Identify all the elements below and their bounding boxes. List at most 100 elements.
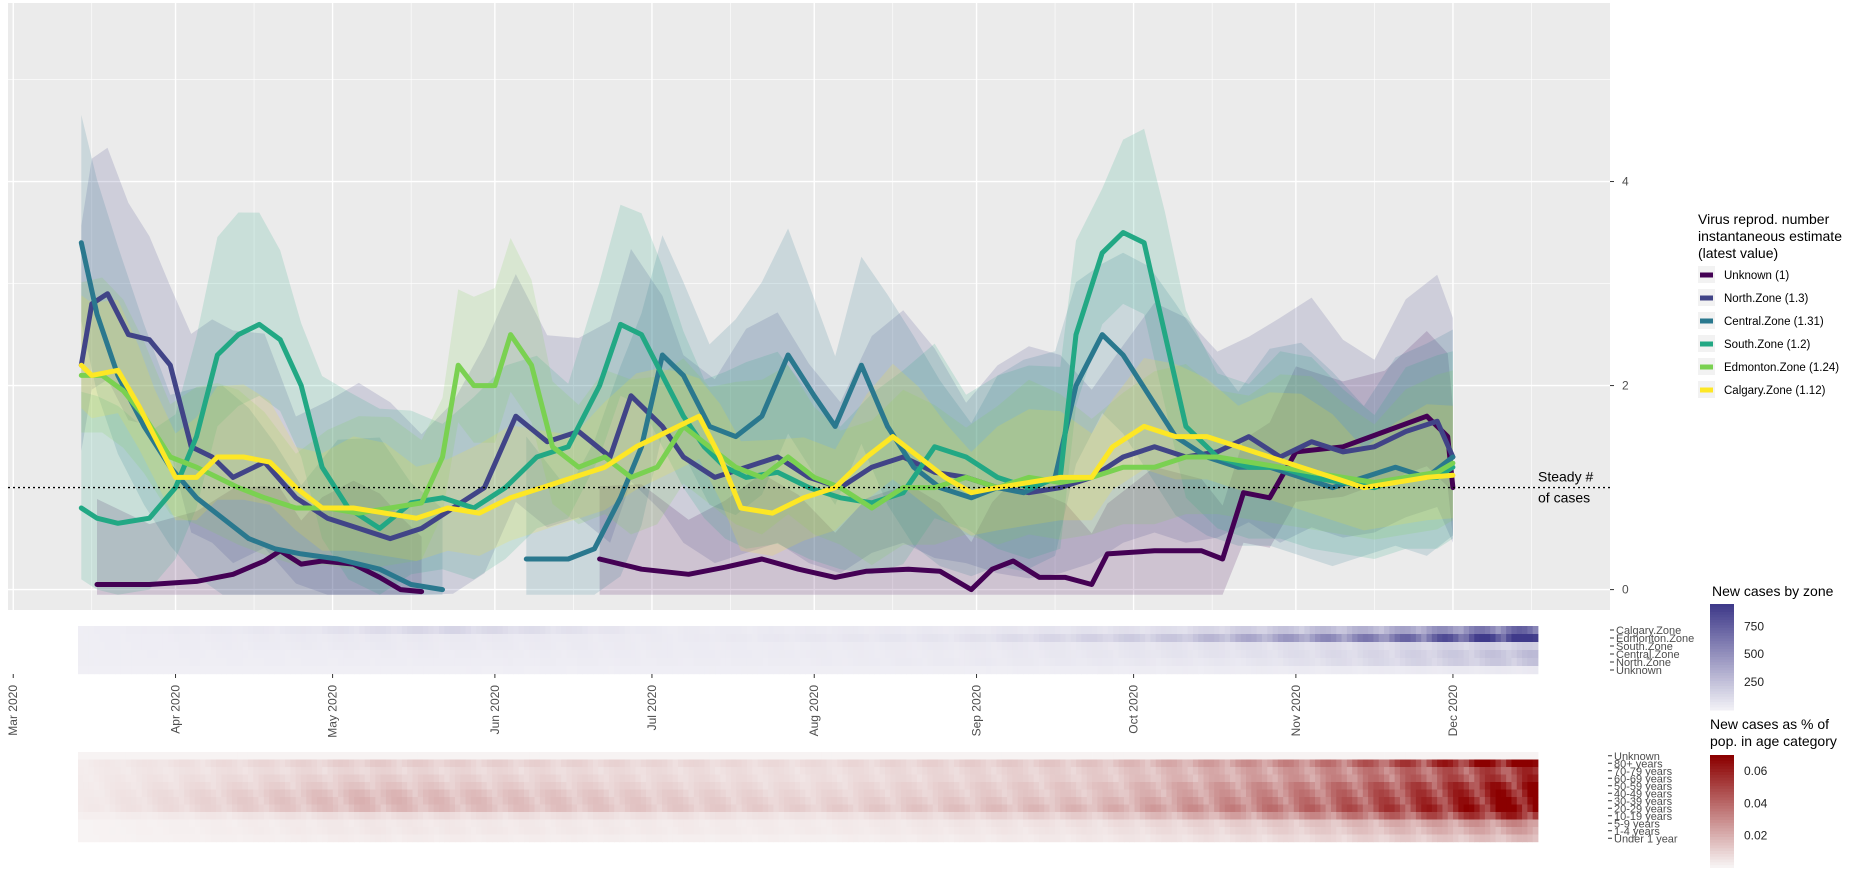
heat-cell <box>322 805 328 813</box>
heat-cell <box>78 767 84 775</box>
heat-cell <box>827 805 833 813</box>
heat-cell <box>874 820 880 828</box>
heat-cell <box>508 775 514 783</box>
heat-cell <box>1368 626 1374 634</box>
heat-cell <box>1135 642 1141 650</box>
heat-cell <box>184 805 190 813</box>
heat-cell <box>593 666 599 674</box>
heat-cell <box>1230 642 1236 650</box>
heat-cell <box>381 820 387 828</box>
heat-cell <box>370 658 376 666</box>
heat-cell <box>800 658 806 666</box>
heat-cell <box>126 812 132 820</box>
heat-cell <box>1225 760 1231 768</box>
heat-cell <box>1326 775 1332 783</box>
heat-cell <box>874 666 880 674</box>
heat-cell <box>545 752 551 760</box>
heat-cell <box>535 775 541 783</box>
heat-cell <box>1517 666 1523 674</box>
heat-cell <box>535 634 541 642</box>
heat-cell <box>943 752 949 760</box>
heat-cell <box>1103 642 1109 650</box>
heat-cell <box>343 782 349 790</box>
heat-cell <box>375 820 381 828</box>
heat-cell <box>1379 805 1385 813</box>
heat-cell <box>768 797 774 805</box>
heat-cell <box>1331 760 1337 768</box>
heat-cell <box>450 782 456 790</box>
heat-cell <box>1315 666 1321 674</box>
heat-cell <box>651 752 657 760</box>
heat-cell <box>811 634 817 642</box>
heat-cell <box>975 626 981 634</box>
heat-cell <box>816 666 822 674</box>
heat-cell <box>120 820 126 828</box>
heat-cell <box>269 658 275 666</box>
heat-cell <box>1214 827 1220 835</box>
heat-cell <box>996 626 1002 634</box>
heat-cell <box>588 650 594 658</box>
heat-cell <box>715 626 721 634</box>
heat-cell <box>174 835 180 843</box>
heat-cell <box>200 782 206 790</box>
heat-cell <box>1405 752 1411 760</box>
heat-cell <box>1469 820 1475 828</box>
heat-cell <box>731 767 737 775</box>
legend-title-line1: Virus reprod. number <box>1698 211 1830 227</box>
heat-cell <box>1389 820 1395 828</box>
heat-cell <box>264 767 270 775</box>
heat-cell <box>1320 658 1326 666</box>
heat-cell <box>450 650 456 658</box>
heat-cell <box>1363 790 1369 798</box>
heat-cell <box>1097 782 1103 790</box>
heat-cell <box>1421 634 1427 642</box>
heat-cell <box>1241 782 1247 790</box>
heat-cell <box>296 760 302 768</box>
heat-cell <box>996 797 1002 805</box>
heat-cell <box>1246 626 1252 634</box>
heat-cell <box>917 666 923 674</box>
heat-cell <box>1007 752 1013 760</box>
heat-cell <box>1453 812 1459 820</box>
heat-cell <box>1119 820 1125 828</box>
heat-cell <box>572 752 578 760</box>
heat-cell <box>1023 752 1029 760</box>
heat-cell <box>189 634 195 642</box>
heat-cell <box>333 767 339 775</box>
heat-cell <box>1490 658 1496 666</box>
heat-cell <box>869 820 875 828</box>
heat-cell <box>1246 658 1252 666</box>
heat-cell <box>662 650 668 658</box>
heat-cell <box>704 827 710 835</box>
heat-cell <box>105 634 111 642</box>
heat-cell <box>1182 805 1188 813</box>
heat-cell <box>105 812 111 820</box>
heat-cell <box>646 760 652 768</box>
heat-cell <box>1427 797 1433 805</box>
heat-cell <box>1251 805 1257 813</box>
heat-cell <box>1326 767 1332 775</box>
heat-cell <box>1018 820 1024 828</box>
heat-cell <box>497 812 503 820</box>
heat-cell <box>343 775 349 783</box>
heat-cell <box>274 782 280 790</box>
heat-cell <box>1421 666 1427 674</box>
heat-cell <box>466 626 472 634</box>
heat-cell <box>1273 666 1279 674</box>
heat-cell <box>1257 797 1263 805</box>
heat-cell <box>1039 752 1045 760</box>
heat-cell <box>1347 775 1353 783</box>
heat-cell <box>1490 775 1496 783</box>
heat-cell <box>492 820 498 828</box>
heat-cell <box>386 812 392 820</box>
heat-cell <box>1315 642 1321 650</box>
heat-cell <box>641 790 647 798</box>
heat-cell <box>492 782 498 790</box>
heat-cell <box>460 650 466 658</box>
heat-cell <box>773 658 779 666</box>
heat-cell <box>1485 760 1491 768</box>
heat-cell <box>1039 760 1045 768</box>
heat-cell <box>604 782 610 790</box>
heat-cell <box>593 658 599 666</box>
heat-cell <box>78 805 84 813</box>
